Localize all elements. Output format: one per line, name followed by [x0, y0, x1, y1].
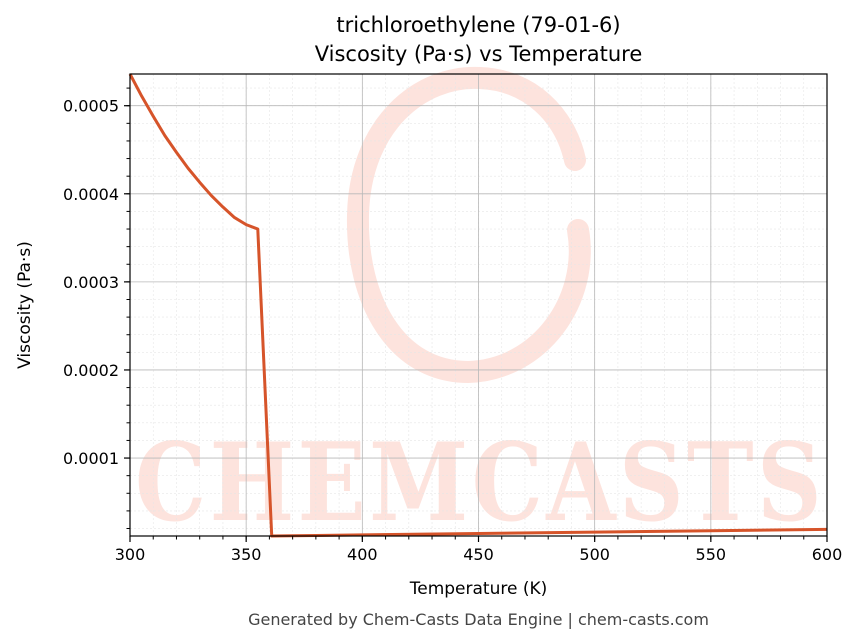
x-tick-label: 300 — [115, 545, 146, 564]
footer-credit: Generated by Chem-Casts Data Engine | ch… — [248, 610, 709, 629]
x-axis-label: Temperature (K) — [409, 579, 548, 599]
y-tick-label: 0.0005 — [63, 97, 119, 116]
series-layer — [128, 73, 828, 538]
x-tick-label: 400 — [347, 545, 378, 564]
x-tick-label: 550 — [696, 545, 727, 564]
watermark-text: CHEMCASTS — [135, 420, 825, 546]
x-tick-label: 500 — [579, 545, 610, 564]
chart-title: trichloroethylene (79-01-6) — [336, 13, 620, 37]
y-tick-label: 0.0004 — [63, 185, 119, 204]
y-tick-label: 0.0003 — [63, 273, 119, 292]
viscosity-series-line — [128, 73, 828, 538]
y-tick-label: 0.0002 — [63, 361, 119, 380]
y-axis-label: Viscosity (Pa·s) — [15, 241, 35, 369]
watermark-ring — [346, 66, 591, 384]
x-tick-label: 600 — [812, 545, 843, 564]
watermark-logo: CHEMCASTS — [135, 66, 825, 546]
chart-subtitle: Viscosity (Pa·s) vs Temperature — [315, 42, 643, 66]
x-tick-label: 350 — [231, 545, 262, 564]
ticks: 300 350 400 450 500 550 600 0.0001 0.0002 0.0003 0… — [63, 87, 843, 564]
y-tick-label: 0.0001 — [63, 449, 119, 468]
x-tick-label: 450 — [463, 545, 494, 564]
